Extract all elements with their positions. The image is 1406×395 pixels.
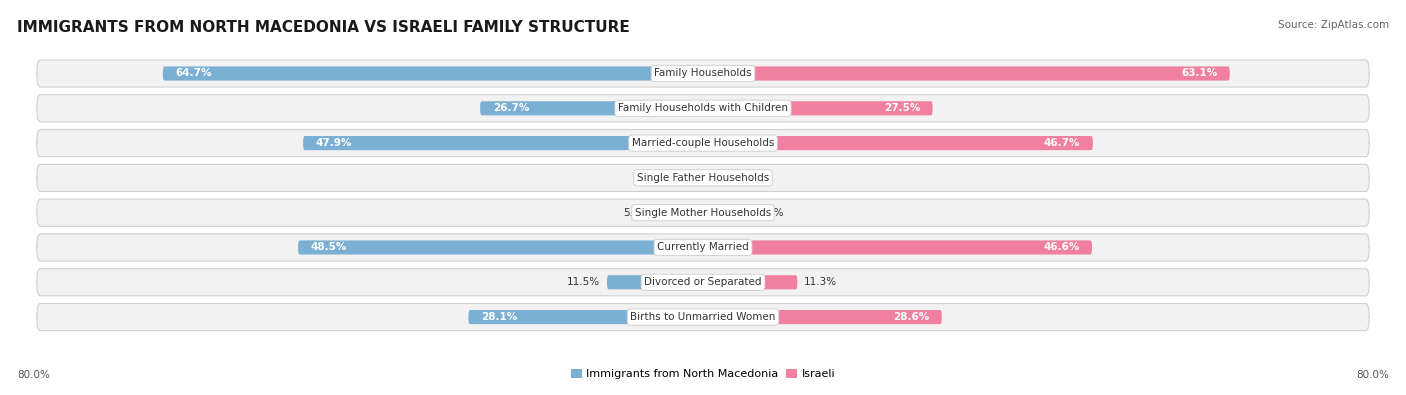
FancyBboxPatch shape: [479, 101, 703, 115]
Text: Source: ZipAtlas.com: Source: ZipAtlas.com: [1278, 20, 1389, 30]
Text: Births to Unmarried Women: Births to Unmarried Women: [630, 312, 776, 322]
Legend: Immigrants from North Macedonia, Israeli: Immigrants from North Macedonia, Israeli: [567, 364, 839, 384]
Text: 28.6%: 28.6%: [893, 312, 929, 322]
FancyBboxPatch shape: [37, 95, 1369, 122]
Text: 11.3%: 11.3%: [804, 277, 837, 287]
FancyBboxPatch shape: [703, 310, 942, 324]
FancyBboxPatch shape: [703, 171, 720, 185]
Text: 5.7%: 5.7%: [758, 208, 783, 218]
FancyBboxPatch shape: [37, 60, 1369, 87]
FancyBboxPatch shape: [703, 275, 797, 290]
Text: 2.0%: 2.0%: [727, 173, 752, 183]
FancyBboxPatch shape: [298, 241, 703, 254]
Text: 27.5%: 27.5%: [884, 103, 920, 113]
Text: 46.6%: 46.6%: [1043, 243, 1080, 252]
FancyBboxPatch shape: [703, 101, 932, 115]
Text: Divorced or Separated: Divorced or Separated: [644, 277, 762, 287]
FancyBboxPatch shape: [37, 164, 1369, 192]
Text: 28.1%: 28.1%: [481, 312, 517, 322]
Text: Married-couple Households: Married-couple Households: [631, 138, 775, 148]
FancyBboxPatch shape: [703, 66, 1230, 81]
FancyBboxPatch shape: [703, 206, 751, 220]
Text: 64.7%: 64.7%: [176, 68, 212, 79]
FancyBboxPatch shape: [703, 136, 1092, 150]
FancyBboxPatch shape: [37, 199, 1369, 226]
FancyBboxPatch shape: [657, 206, 703, 220]
FancyBboxPatch shape: [468, 310, 703, 324]
Text: 11.5%: 11.5%: [567, 277, 600, 287]
Text: 2.0%: 2.0%: [654, 173, 679, 183]
Text: 26.7%: 26.7%: [492, 103, 529, 113]
Text: Single Father Households: Single Father Households: [637, 173, 769, 183]
Text: 80.0%: 80.0%: [1357, 370, 1389, 380]
Text: 80.0%: 80.0%: [17, 370, 49, 380]
Text: Single Mother Households: Single Mother Households: [636, 208, 770, 218]
FancyBboxPatch shape: [37, 303, 1369, 331]
FancyBboxPatch shape: [607, 275, 703, 290]
Text: Currently Married: Currently Married: [657, 243, 749, 252]
FancyBboxPatch shape: [163, 66, 703, 81]
FancyBboxPatch shape: [37, 234, 1369, 261]
Text: 47.9%: 47.9%: [315, 138, 352, 148]
FancyBboxPatch shape: [304, 136, 703, 150]
FancyBboxPatch shape: [703, 241, 1092, 254]
FancyBboxPatch shape: [37, 130, 1369, 157]
FancyBboxPatch shape: [37, 269, 1369, 296]
Text: 5.6%: 5.6%: [623, 208, 650, 218]
Text: 48.5%: 48.5%: [311, 243, 347, 252]
Text: Family Households: Family Households: [654, 68, 752, 79]
Text: 63.1%: 63.1%: [1181, 68, 1218, 79]
Text: Family Households with Children: Family Households with Children: [619, 103, 787, 113]
Text: IMMIGRANTS FROM NORTH MACEDONIA VS ISRAELI FAMILY STRUCTURE: IMMIGRANTS FROM NORTH MACEDONIA VS ISRAE…: [17, 20, 630, 35]
FancyBboxPatch shape: [686, 171, 703, 185]
Text: 46.7%: 46.7%: [1043, 138, 1080, 148]
